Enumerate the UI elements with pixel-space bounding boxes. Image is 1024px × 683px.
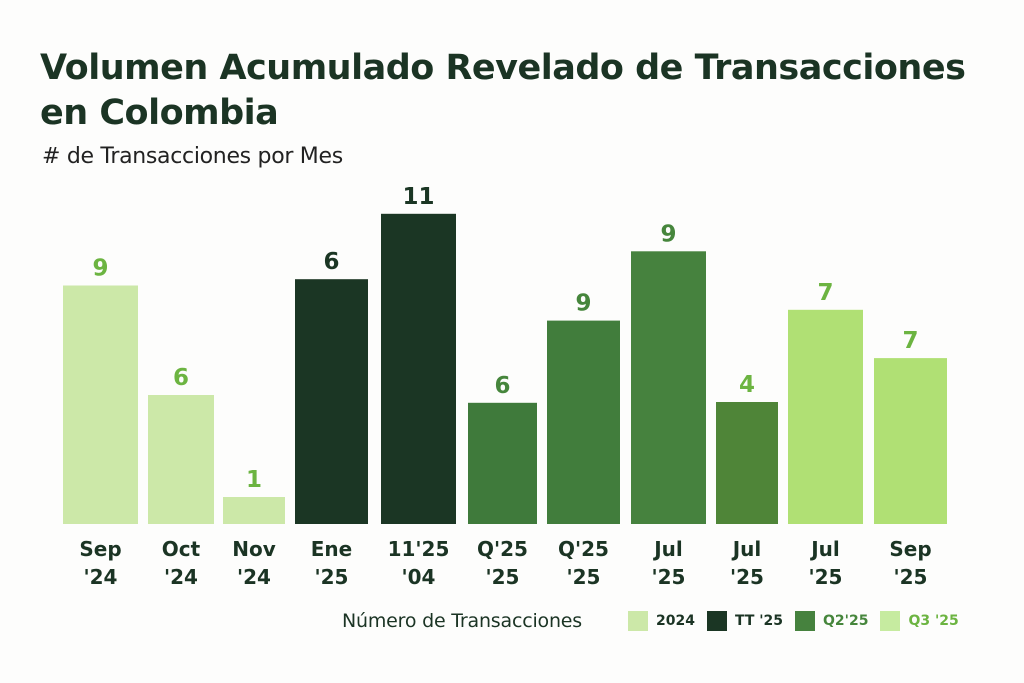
legend-swatch (706, 611, 727, 631)
x-tick-label-year: '24 (164, 565, 198, 589)
chart-title: Volumen Acumulado Revelado de Transaccio… (40, 48, 966, 133)
x-tick-label-year: '25 (730, 565, 764, 589)
value-label: 11 (402, 184, 434, 210)
x-tick-label-year: '24 (237, 565, 271, 589)
x-tick-label-year: '25 (894, 565, 928, 589)
value-label: 9 (575, 291, 591, 317)
x-tick-label-year: '25 (315, 565, 349, 589)
value-label: 7 (902, 328, 918, 354)
value-label: 9 (92, 256, 108, 282)
x-tick-label-year: '25 (652, 565, 686, 589)
x-tick-label-year: '04 (402, 565, 436, 589)
bar (148, 395, 214, 524)
x-tick-label: Nov (232, 537, 276, 561)
x-tick-label: Ene (311, 537, 352, 561)
legend-label: Q3 '25 (908, 613, 959, 629)
bar (788, 309, 863, 524)
legend-item-q2-25: Q2'25 (795, 611, 868, 631)
value-label: 9 (660, 221, 676, 247)
value-label: 6 (494, 373, 510, 399)
legend-title: Número de Transacciones (342, 610, 582, 632)
bar (63, 285, 138, 524)
value-label: 7 (817, 280, 833, 306)
bar (716, 402, 778, 524)
legend-label: TT '25 (734, 613, 784, 629)
bar (295, 279, 368, 524)
legend-swatch (795, 611, 816, 631)
legend-item-2024: 2024 (627, 611, 695, 631)
x-tick-label-year: '25 (567, 565, 601, 589)
x-tick-label: Sep (79, 537, 121, 561)
bar (381, 213, 456, 525)
legend-item-tt25: TT '25 (706, 611, 784, 631)
x-tick-label: Jul (731, 537, 762, 561)
legend-label: 2024 (655, 613, 695, 629)
x-tick-label-year: '25 (809, 565, 843, 589)
x-tick-label-year: '25 (486, 565, 520, 589)
legend-swatch (880, 611, 901, 631)
x-tick-label: Jul (652, 537, 683, 561)
legend-swatch (627, 611, 648, 631)
x-tick-label: 11'25 (388, 537, 450, 561)
x-tick-label: Sep (889, 537, 931, 561)
bar (223, 497, 285, 524)
x-tick-label-year: '24 (84, 565, 118, 589)
x-tick-label: Jul (809, 537, 840, 561)
value-label: 1 (246, 467, 262, 493)
value-label: 4 (739, 372, 755, 398)
legend: Número de Transacciones 2024 TT '25 Q2'2… (342, 608, 971, 634)
bar (874, 358, 947, 524)
bar (547, 320, 620, 524)
legend-item-q3-25: Q3 '25 (880, 611, 959, 631)
chart-subtitle: # de Transacciones por Mes (42, 144, 343, 169)
x-tick-label: Q'25 (558, 537, 609, 561)
x-tick-label: Q'25 (477, 537, 528, 561)
x-tick-label: Oct (162, 537, 201, 561)
value-label: 6 (173, 365, 189, 391)
legend-label: Q2'25 (823, 613, 869, 629)
value-label: 6 (323, 249, 339, 275)
bar (631, 251, 706, 525)
bar (468, 402, 537, 524)
